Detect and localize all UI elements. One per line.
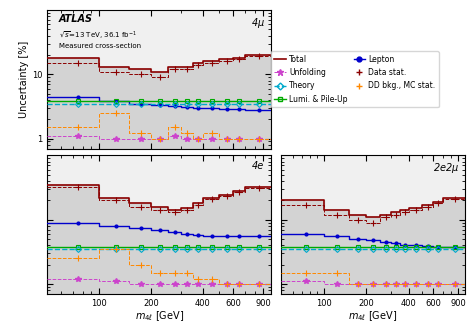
X-axis label: $m_{4\ell}$ [GeV]: $m_{4\ell}$ [GeV]	[135, 309, 184, 323]
Text: ATLAS: ATLAS	[59, 14, 92, 24]
Text: Measured cross-section: Measured cross-section	[59, 43, 141, 49]
Text: 2e2$\mu$: 2e2$\mu$	[433, 161, 459, 175]
Text: $\sqrt{s}$=13 TeV, 36.1 fb$^{-1}$: $\sqrt{s}$=13 TeV, 36.1 fb$^{-1}$	[59, 29, 137, 42]
Legend: Total, Unfolding, Theory, Lumi. & Pile-Up, Lepton, Data stat., DD bkg., MC stat.: Total, Unfolding, Theory, Lumi. & Pile-U…	[271, 51, 439, 108]
Text: 4$\mu$: 4$\mu$	[251, 16, 264, 30]
X-axis label: $m_{4\ell}$ [GeV]: $m_{4\ell}$ [GeV]	[348, 309, 398, 323]
Y-axis label: Uncertainty [%]: Uncertainty [%]	[19, 41, 29, 118]
Text: 4e: 4e	[252, 161, 264, 171]
